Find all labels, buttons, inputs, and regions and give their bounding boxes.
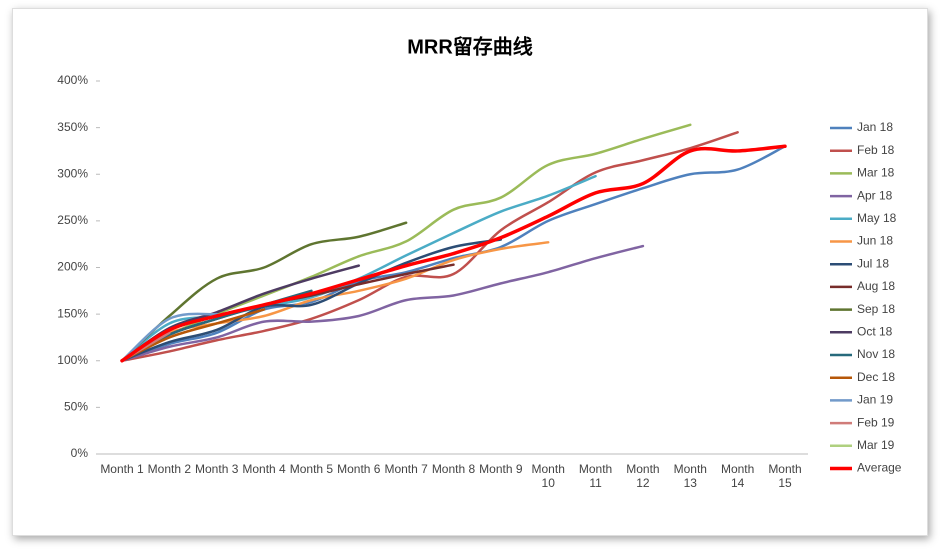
y-tick-label: 250%: [57, 213, 88, 227]
legend-label: May 18: [857, 211, 897, 225]
x-tick-label: Month 6: [337, 462, 381, 476]
legend-label: Mar 19: [857, 438, 895, 452]
y-tick-label: 100%: [57, 353, 88, 367]
x-tick-label: Month 5: [289, 462, 334, 476]
legend-label: Jun 18: [857, 234, 893, 248]
y-tick-label: 50%: [64, 400, 88, 414]
x-tick-label: Month 15: [768, 462, 802, 490]
series-line: [120, 131, 739, 362]
chart-title: MRR留存曲线: [407, 34, 533, 58]
x-tick-label: Month 14: [720, 462, 755, 490]
series-line: [120, 312, 218, 362]
y-tick-label: 300%: [57, 166, 88, 180]
legend-label: Nov 18: [857, 347, 895, 361]
x-tick-label: Month 3: [195, 462, 239, 476]
legend-label: Jan 18: [857, 120, 893, 134]
y-tick-label: 150%: [57, 306, 88, 320]
legend-label: Dec 18: [857, 370, 895, 384]
x-tick-label: Month 4: [242, 462, 286, 476]
legend-label: Jul 18: [857, 256, 889, 270]
x-tick-label: Month 12: [626, 462, 660, 490]
series-line: [120, 238, 503, 362]
legend-label: Jan 19: [857, 393, 893, 407]
legend-label: Oct 18: [857, 324, 893, 338]
x-tick-label: Month 13: [673, 462, 707, 490]
x-tick-label: Month 11: [578, 462, 613, 490]
legend-label: Average: [857, 461, 902, 475]
x-tick-label: Month 2: [147, 462, 192, 476]
x-tick-label: Month 10: [531, 462, 565, 490]
y-tick-label: 0%: [71, 446, 89, 460]
legend-label: Feb 19: [857, 415, 895, 429]
series-line: [120, 221, 408, 362]
series-line: [120, 174, 597, 362]
y-tick-label: 400%: [57, 73, 88, 87]
x-tick-label: Month 9: [479, 462, 523, 476]
series-line: [120, 145, 787, 362]
x-tick-label: Month 7: [384, 462, 428, 476]
legend-label: Mar 18: [857, 166, 895, 180]
y-tick-label: 350%: [57, 120, 88, 134]
series-line: [120, 308, 266, 362]
chart-card: [12, 8, 928, 536]
legend-label: Apr 18: [857, 188, 893, 202]
x-tick-label: Month 8: [431, 462, 476, 476]
legend-label: Feb 18: [857, 143, 895, 157]
y-tick-label: 200%: [57, 260, 88, 274]
x-tick-label: Month 1: [100, 462, 144, 476]
legend-label: Aug 18: [857, 279, 895, 293]
legend-label: Sep 18: [857, 302, 895, 316]
series-line: [120, 144, 787, 363]
series-line: [120, 244, 645, 362]
